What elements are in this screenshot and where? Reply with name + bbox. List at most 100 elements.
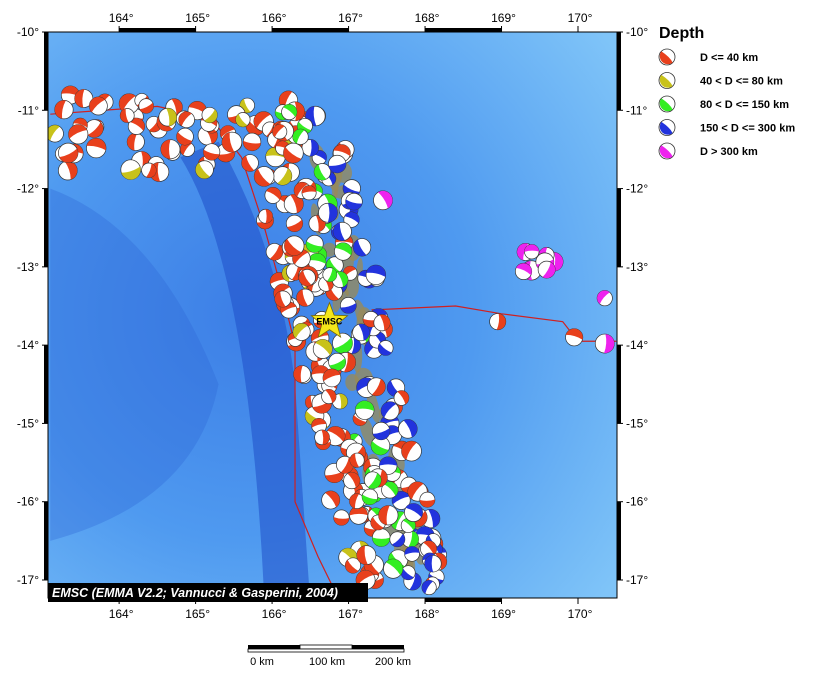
ball-quadrant — [356, 570, 374, 586]
focal-mechanism — [68, 124, 89, 145]
ball-quadrant — [294, 182, 308, 197]
ball-quadrant — [139, 102, 154, 114]
legend-symbol — [659, 145, 673, 159]
x-tick-label: 165° — [185, 607, 210, 621]
focal-mechanism — [345, 192, 363, 211]
focal-mechanism — [322, 368, 342, 388]
attribution-box — [48, 583, 368, 602]
ball-quadrant — [308, 253, 326, 264]
ball-quadrant — [321, 429, 330, 445]
ball-quadrant — [266, 187, 281, 200]
legend-symbol — [659, 51, 673, 65]
ball-quadrant — [401, 441, 417, 460]
trench — [180, 141, 310, 598]
frame-band — [617, 188, 621, 267]
focal-mechanism — [378, 505, 399, 526]
ball-quadrant — [372, 428, 390, 440]
focal-mechanism — [292, 323, 311, 341]
focal-mechanism — [301, 185, 317, 201]
x-tick-label: 164° — [109, 11, 134, 25]
ball-quadrant — [68, 124, 87, 139]
frame-band — [425, 598, 502, 602]
x-tick-label: 166° — [262, 607, 287, 621]
ball-quadrant — [327, 268, 337, 282]
y-tick-label: -11° — [626, 103, 647, 117]
ball-quadrant — [358, 323, 370, 341]
frame-band — [617, 501, 621, 580]
focal-mechanism — [333, 509, 350, 526]
ball-quadrant — [371, 378, 386, 396]
focal-mechanism — [273, 166, 293, 186]
y-tick-label: -14° — [626, 338, 648, 352]
ball-quadrant — [245, 119, 264, 136]
focal-mechanism — [318, 202, 338, 223]
focal-mechanism — [352, 323, 370, 342]
focal-mechanism — [241, 154, 259, 172]
focal-mechanism — [242, 132, 262, 152]
focal-mechanism — [272, 124, 288, 140]
focal-mechanism — [404, 503, 423, 522]
legend-label: 40 < D <= 80 km — [700, 76, 783, 88]
ball-quadrant — [325, 490, 340, 508]
y-tick-label: -17° — [17, 573, 39, 587]
focal-mechanism — [321, 388, 337, 405]
ball-quadrant — [419, 499, 435, 508]
focal-mechanism — [339, 297, 357, 314]
ball-quadrant — [385, 559, 403, 576]
focal-mechanism — [594, 333, 615, 354]
ball-quadrant — [178, 111, 192, 126]
focal-mechanism — [377, 340, 394, 356]
scale-label: 100 km — [309, 656, 345, 668]
ball-quadrant — [344, 211, 360, 224]
focal-mechanism — [373, 314, 391, 332]
ball-quadrant — [344, 352, 356, 373]
ball-quadrant — [496, 313, 506, 330]
x-tick-label: 166° — [262, 11, 287, 25]
focal-mechanism — [514, 262, 533, 280]
ball-quadrant — [333, 517, 350, 526]
ball-quadrant — [293, 323, 308, 339]
ball-quadrant — [542, 262, 556, 279]
ball-quadrant — [604, 334, 615, 354]
frame-band — [617, 32, 621, 111]
focal-mechanism — [322, 267, 338, 283]
y-tick-label: -15° — [17, 416, 39, 430]
ball-quadrant — [74, 89, 85, 108]
ball-quadrant — [428, 509, 440, 528]
ball-quadrant — [216, 151, 235, 162]
focal-mechanism — [281, 104, 298, 121]
legend: D <= 40 km 40 < D <= 80 km 80 < D <= 150 k… — [658, 48, 795, 160]
scale-segment — [248, 645, 300, 649]
ball-quadrant — [188, 101, 207, 115]
focal-mechanism — [349, 452, 365, 468]
focal-mechanism — [58, 142, 79, 164]
focal-mechanism — [372, 528, 391, 547]
ball-quadrant — [284, 239, 302, 256]
ball-quadrant — [347, 472, 360, 488]
focal-mechanism — [354, 400, 375, 420]
ball-quadrant — [381, 401, 397, 418]
legend-symbol — [659, 121, 673, 135]
ball-quadrant — [408, 530, 419, 548]
y-tick-label: -15° — [626, 416, 648, 430]
frame-band — [119, 28, 196, 32]
focal-mechanism — [127, 117, 145, 135]
focal-mechanism — [160, 139, 181, 160]
ball-quadrant — [283, 104, 297, 117]
focal-mechanism — [284, 235, 305, 256]
ball-quadrant — [423, 540, 437, 556]
x-tick-label: 167° — [338, 607, 363, 621]
focal-mechanism — [419, 491, 436, 508]
ball-quadrant — [243, 140, 261, 151]
focal-mechanism — [332, 332, 353, 354]
focal-mechanism — [298, 269, 316, 287]
x-tick-label: 169° — [491, 607, 516, 621]
y-tick-label: -17° — [626, 573, 648, 587]
ball-quadrant — [349, 453, 360, 468]
ball-quadrant — [378, 505, 390, 525]
focal-mechanism — [489, 313, 507, 331]
ball-quadrant — [334, 337, 353, 354]
ball-quadrant — [306, 241, 323, 253]
focal-mechanism — [389, 531, 406, 548]
scale-segment — [247, 648, 405, 653]
